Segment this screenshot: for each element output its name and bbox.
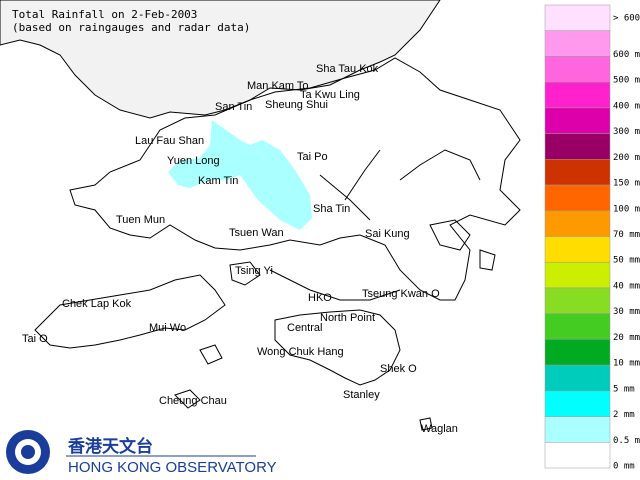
legend-swatch bbox=[544, 30, 611, 57]
legend-label: 300 mm bbox=[613, 127, 640, 137]
place-label: Tsing Yi bbox=[235, 265, 273, 277]
rainfall-area bbox=[168, 120, 312, 230]
legend-label: 70 mm bbox=[613, 230, 640, 240]
place-label: North Point bbox=[320, 312, 375, 324]
legend-label: 200 mm bbox=[613, 153, 640, 163]
subtitle: (based on raingauges and radar data) bbox=[12, 21, 250, 34]
island bbox=[174, 389, 201, 409]
island bbox=[479, 249, 496, 271]
legend-label: 40 mm bbox=[613, 281, 640, 291]
legend-label: 150 mm bbox=[613, 179, 640, 189]
island bbox=[229, 261, 261, 286]
place-labels: Sha Tau Kok Man Kam To Ta Kwu Ling San T… bbox=[22, 63, 458, 435]
legend-label: 5 mm bbox=[613, 384, 635, 394]
hong-kong-island-coast bbox=[274, 309, 401, 386]
legend-swatch bbox=[544, 287, 611, 314]
legend-label: 50 mm bbox=[613, 256, 640, 266]
place-label: Sheung Shui bbox=[265, 99, 328, 111]
place-label: Kam Tin bbox=[198, 175, 238, 187]
place-label: Sha Tin bbox=[313, 203, 350, 215]
legend-label: 400 mm bbox=[613, 101, 640, 111]
legend-swatch bbox=[544, 133, 611, 160]
legend-label: 10 mm bbox=[613, 359, 640, 369]
place-label: Tai Po bbox=[297, 151, 328, 163]
logo-emblem-core bbox=[21, 445, 35, 459]
legend-label: 500 mm bbox=[613, 76, 640, 86]
legend-swatch bbox=[544, 442, 611, 469]
place-label: Central bbox=[287, 322, 322, 334]
place-label: Lau Fau Shan bbox=[135, 135, 204, 147]
title: Total Rainfall on 2-Feb-2003 bbox=[12, 8, 197, 21]
legend-swatch bbox=[544, 261, 611, 289]
place-label: San Tin bbox=[215, 101, 252, 113]
island bbox=[199, 344, 223, 365]
mainland bbox=[0, 0, 441, 119]
place-label: Tai O bbox=[22, 333, 48, 345]
legend-label: 100 mm bbox=[613, 204, 640, 214]
legend-label: 0.5 mm bbox=[613, 436, 640, 446]
place-label: Sai Kung bbox=[365, 228, 410, 240]
place-label: Yuen Long bbox=[167, 155, 220, 167]
legend-swatch bbox=[544, 4, 611, 31]
legend-swatch bbox=[544, 416, 611, 443]
logo: 香港天文台 HONG KONG OBSERVATORY bbox=[6, 430, 277, 476]
place-label: Waglan bbox=[421, 423, 458, 435]
legend-swatch bbox=[544, 184, 611, 212]
legend-label: 600 mm bbox=[613, 50, 640, 60]
legend-swatch bbox=[544, 236, 611, 263]
legend-swatch bbox=[544, 56, 611, 83]
legend-swatch bbox=[544, 390, 611, 417]
place-label: Stanley bbox=[343, 389, 380, 401]
place-label: Man Kam To bbox=[247, 80, 309, 92]
island bbox=[429, 219, 471, 251]
legend-swatch bbox=[544, 107, 611, 134]
legend-label: 0 mm bbox=[613, 462, 635, 472]
logo-chinese: 香港天文台 bbox=[68, 436, 153, 457]
logo-english: HONG KONG OBSERVATORY bbox=[68, 459, 277, 476]
legend-label: 20 mm bbox=[613, 333, 640, 343]
legend: > 600 mm 600 mm 500 mm 400 mm 300 mm 200 mm 15… bbox=[544, 4, 640, 472]
legend-swatch bbox=[544, 339, 611, 366]
place-label: Cheung Chau bbox=[159, 395, 227, 407]
legend-swatch bbox=[544, 364, 611, 392]
place-label: HKO bbox=[308, 292, 332, 304]
island bbox=[419, 417, 433, 431]
legend-swatch bbox=[544, 313, 611, 340]
place-label: Ta Kwu Ling bbox=[300, 89, 360, 101]
lantau-coast bbox=[34, 274, 226, 349]
new-territories-coast bbox=[69, 57, 521, 301]
legend-label: 30 mm bbox=[613, 307, 640, 317]
inlet-coast bbox=[319, 149, 481, 221]
legend-swatch bbox=[544, 210, 611, 237]
place-label: Chek Lap Kok bbox=[62, 298, 132, 310]
legend-label: 2 mm bbox=[613, 410, 635, 420]
place-label: Tsuen Wan bbox=[229, 227, 284, 239]
place-label: Wong Chuk Hang bbox=[257, 346, 344, 358]
place-label: Tseung Kwan O bbox=[362, 288, 440, 300]
place-label: Tuen Mun bbox=[116, 214, 165, 226]
legend-swatch bbox=[544, 159, 611, 186]
legend-label: > 600 mm bbox=[613, 13, 640, 23]
legend-swatch bbox=[544, 81, 611, 109]
place-label: Sha Tau Kok bbox=[316, 63, 379, 75]
kowloon-coast bbox=[269, 269, 401, 301]
place-label: Shek O bbox=[380, 363, 417, 375]
place-label: Mui Wo bbox=[149, 322, 186, 334]
